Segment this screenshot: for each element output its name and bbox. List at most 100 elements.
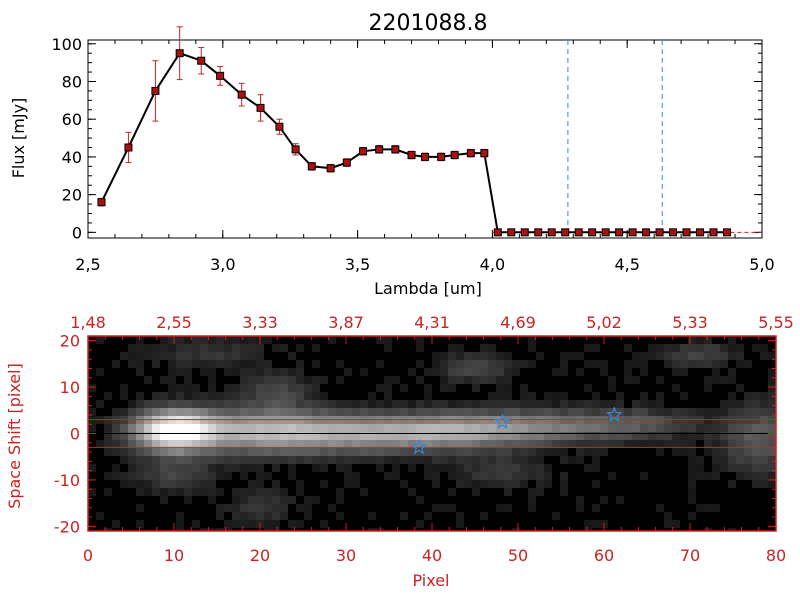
image-pixel — [272, 528, 280, 531]
image-pixel — [504, 424, 512, 432]
image-pixel — [608, 472, 616, 480]
image-pixel — [344, 448, 352, 456]
image-pixel — [384, 400, 392, 408]
image-pixel — [112, 472, 120, 480]
image-pixel — [728, 344, 736, 352]
image-pixel — [480, 432, 488, 440]
image-pixel — [112, 464, 120, 472]
image-pixel — [248, 360, 256, 368]
image-pixel — [112, 448, 120, 456]
image-pixel — [280, 424, 288, 432]
image-pixel — [704, 528, 712, 531]
image-pixel — [280, 448, 288, 456]
image-pixel — [264, 360, 272, 368]
plot-frame — [87, 39, 763, 239]
image-pixel — [240, 512, 248, 520]
image-pixel — [248, 408, 256, 416]
image-pixel — [744, 472, 752, 480]
image-pixel — [232, 352, 240, 360]
image-pixel — [160, 480, 168, 488]
image-pixel — [480, 344, 488, 352]
image-pixel — [168, 400, 176, 408]
image-pixel — [600, 368, 608, 376]
image-pixel — [368, 408, 376, 416]
image-pixel — [480, 456, 488, 464]
image-pixel — [472, 432, 480, 440]
image-pixel — [288, 424, 296, 432]
image-pixel — [256, 368, 264, 376]
image-pixel — [104, 528, 112, 531]
image-pixel — [168, 480, 176, 488]
image-pixel — [336, 400, 344, 408]
image-pixel — [704, 432, 712, 440]
image-pixel — [416, 400, 424, 408]
image-pixel — [288, 352, 296, 360]
image-pixel — [544, 464, 552, 472]
image-pixel — [288, 368, 296, 376]
image-pixel — [104, 448, 112, 456]
image-pixel — [728, 440, 736, 448]
data-point — [197, 56, 206, 65]
image-pixel — [736, 464, 744, 472]
image-pixel — [648, 432, 656, 440]
image-pixel — [120, 392, 128, 400]
image-pixel — [304, 456, 312, 464]
image-pixel — [248, 336, 256, 344]
image-pixel — [104, 424, 112, 432]
image-pixel — [184, 392, 192, 400]
image-pixel — [416, 432, 424, 440]
image-pixel — [184, 376, 192, 384]
image-pixel — [272, 480, 280, 488]
image-pixel — [760, 448, 768, 456]
image-pixel — [264, 368, 272, 376]
image-pixel — [552, 440, 560, 448]
image-pixel — [592, 448, 600, 456]
image-pixel — [536, 440, 544, 448]
image-pixel — [408, 464, 416, 472]
image-pixel — [216, 336, 224, 344]
image-pixel — [168, 448, 176, 456]
image-pixel — [280, 440, 288, 448]
image-pixel — [240, 440, 248, 448]
image-pixel — [304, 376, 312, 384]
image-pixel — [256, 392, 264, 400]
image-pixel — [160, 464, 168, 472]
image-pixel — [264, 448, 272, 456]
image-pixel — [552, 400, 560, 408]
data-point — [466, 149, 475, 158]
image-pixel — [672, 448, 680, 456]
image-pixel — [488, 440, 496, 448]
image-pixel — [176, 392, 184, 400]
image-pixel — [584, 448, 592, 456]
image-pixel — [680, 408, 688, 416]
image-pixel — [248, 512, 256, 520]
image-pixel — [96, 368, 104, 376]
image-pixel — [640, 368, 648, 376]
image-pixel — [456, 464, 464, 472]
data-point — [375, 145, 384, 154]
image-pixel — [656, 376, 664, 384]
image-pixel — [176, 528, 184, 531]
image-pixel — [328, 440, 336, 448]
image-pixel — [184, 344, 192, 352]
image-pixel — [576, 448, 584, 456]
image-pixel — [248, 376, 256, 384]
image-pixel — [672, 432, 680, 440]
image-pixel — [440, 464, 448, 472]
image-pixel — [520, 472, 528, 480]
image-pixel — [528, 472, 536, 480]
image-pixel — [344, 432, 352, 440]
image-pixel — [456, 424, 464, 432]
image-pixel — [688, 344, 696, 352]
image-pixel — [176, 400, 184, 408]
image-pixel — [680, 392, 688, 400]
image-pixel — [488, 344, 496, 352]
image-pixel — [296, 368, 304, 376]
image-pixel — [760, 456, 768, 464]
image-pixel — [232, 344, 240, 352]
image-pixel — [208, 368, 216, 376]
image-pixel — [264, 472, 272, 480]
image-pixel — [520, 432, 528, 440]
image-pixel — [504, 376, 512, 384]
image-pixel — [264, 512, 272, 520]
